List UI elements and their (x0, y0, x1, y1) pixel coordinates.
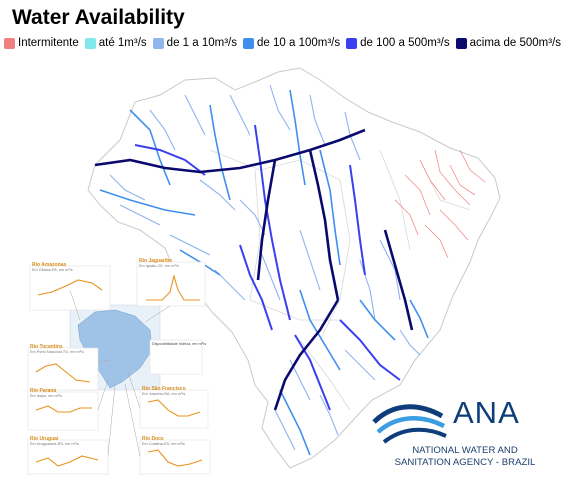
legend-swatch (4, 37, 15, 49)
mini-legend-title: Disponibilidade hídrica, em m³/s (152, 342, 207, 346)
inset-title-jaguaribe: Rio Jaguaribe (139, 258, 173, 264)
inset-title-uruguai: Rio Uruguai (30, 436, 59, 442)
legend-label: de 100 a 500m³/s (360, 37, 450, 49)
legend-swatch (346, 37, 358, 49)
inset-chart-curve (35, 363, 91, 383)
legend-label: acima de 500m³/s (469, 37, 562, 49)
inset-chart-curve (35, 405, 92, 413)
inset-chart-box (27, 391, 99, 431)
minor-rivers (109, 84, 421, 451)
inset-chart-curve (147, 449, 203, 467)
inset-chart-curve (37, 279, 103, 296)
inset-chart-curve (147, 399, 201, 417)
legend-swatch (243, 37, 254, 49)
inset-title-sao-francisco: Rio São Francisco (142, 386, 186, 392)
inset-subtitle-doce: Em Colatina-ES, em m³/s (142, 442, 185, 446)
ana-acronym: ANA (453, 395, 520, 430)
mini-legend-box (149, 339, 203, 375)
legend-item-intermitente: Intermitente (4, 37, 79, 49)
legend-swatch (152, 37, 164, 49)
legend-label: Intermitente (18, 37, 79, 49)
intermittent-rivers (394, 149, 486, 259)
inset-chart-box (139, 389, 209, 429)
inset-panels (27, 261, 211, 475)
inset-subtitle-parana: Em Itaipu, em m³/s (30, 394, 62, 398)
inset-title-amazonas: Rio Amazonas (32, 262, 67, 268)
large-rivers (134, 124, 401, 411)
inset-title-tocantins: Rio Tocantins (30, 344, 63, 350)
legend-item-10-100: de 10 a 100m³/s (243, 37, 340, 49)
inset-chart-box (139, 439, 211, 475)
map-title: Water Availability (12, 6, 185, 29)
brazil-river-map (27, 67, 501, 475)
inset-chart-curve (146, 273, 200, 301)
ana-subtitle-line1: NATIONAL WATER AND (412, 445, 518, 456)
inset-title-parana: Rio Paraná (30, 388, 57, 394)
inset-subtitle-jaguaribe: Em Iguatu-CE, em m³/s (139, 264, 179, 268)
ana-subtitle-line2: SANITATION AGENCY - BRAZIL (394, 457, 536, 468)
legend-swatch (84, 37, 96, 49)
ana-subtitle: NATIONAL WATER AND SANITATION AGENCY - B… (370, 445, 560, 469)
inset-subtitle-uruguai: Em Uruguaiana-RS, em m³/s (30, 442, 79, 446)
inset-subtitle-tocantins: Em Porto Nacional-TO, em m³/s (30, 350, 84, 354)
inset-chart-box (27, 439, 109, 475)
legend-item-1-10: de 1 a 10m³/s (152, 37, 237, 49)
legend: Intermitente até 1m³/s de 1 a 10m³/s de … (4, 37, 567, 49)
main-rivers (94, 128, 414, 411)
legend-label: de 1 a 10m³/s (166, 37, 237, 49)
inset-chart-box (136, 261, 206, 307)
inset-subtitle-amazonas: Em Óbidos-PA, em m³/s (32, 268, 73, 272)
legend-label: até 1m³/s (98, 37, 147, 49)
legend-item-100-500: de 100 a 500m³/s (346, 37, 450, 49)
legend-label: de 10 a 100m³/s (257, 37, 341, 49)
legend-item-ate-1: até 1m³/s (84, 37, 147, 49)
inset-chart-box (29, 265, 111, 311)
medium-rivers (99, 89, 429, 456)
inset-subtitle-sao-francisco: Em Juazeiro-BA, em m³/s (142, 392, 186, 396)
inset-chart-curve (35, 455, 99, 467)
inset-leader-lines (69, 289, 171, 457)
ana-logo-waves-icon (372, 404, 447, 444)
inset-title-doce: Rio Doce (142, 436, 164, 442)
legend-item-acima-500: acima de 500m³/s (455, 37, 562, 49)
legend-swatch (455, 37, 467, 49)
